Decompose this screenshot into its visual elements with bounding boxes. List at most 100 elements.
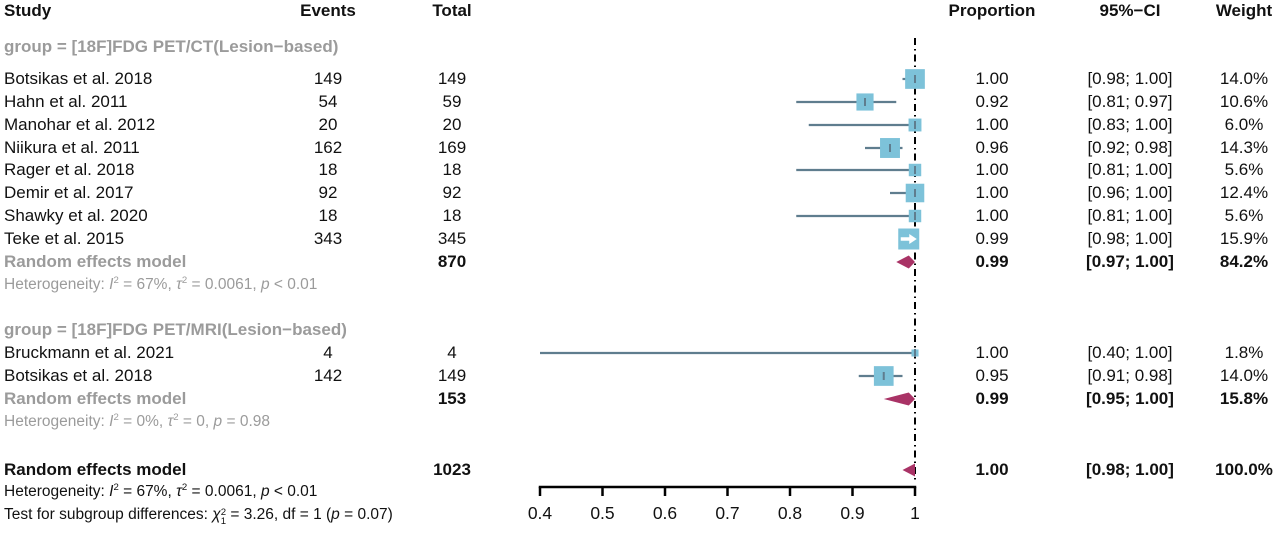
proportion-value: 0.99 (975, 389, 1009, 408)
total-value: 149 (437, 366, 467, 385)
heterogeneity-row: Heterogeneity: I2 = 67%, τ2 = 0.0061, p … (0, 274, 1280, 296)
weight-value: 5.6% (1224, 160, 1264, 179)
ci-value: [0.97; 1.00] (1086, 252, 1174, 271)
subgroup-summary-row: Random effects model 870 0.99 [0.97; 1.00] 8… (0, 251, 1280, 273)
total-value: 92 (442, 183, 462, 202)
total-value: 18 (442, 160, 462, 179)
weight-value: 1.8% (1224, 343, 1264, 362)
total-value: 169 (437, 138, 467, 157)
subgroup-header-row: group = [18F]FDG PET/MRI(Lesion−based) (0, 319, 1280, 341)
proportion-value: 1.00 (975, 343, 1009, 362)
study-row: Niikura et al. 2011 162 169 0.96 [0.92; 0.98… (0, 137, 1280, 159)
subgroup-label: group = [18F]FDG PET/CT(Lesion−based) (4, 37, 339, 56)
study-row: Bruckmann et al. 2021 4 4 1.00 [0.40; 1.00] 1… (0, 342, 1280, 364)
proportion-value: 1.00 (975, 183, 1009, 202)
proportion-value: 0.95 (975, 366, 1009, 385)
total-value: 870 (437, 252, 467, 271)
study-name: Bruckmann et al. 2021 (4, 343, 175, 362)
proportion-value: 1.00 (975, 115, 1009, 134)
column-header-study: Study (4, 1, 52, 20)
summary-label: Random effects model (4, 460, 187, 479)
column-header-total: Total (432, 1, 472, 20)
events-value: 149 (313, 69, 343, 88)
ci-value: [0.95; 1.00] (1086, 389, 1174, 408)
study-name: Rager et al. 2018 (4, 160, 135, 179)
total-value: 20 (442, 115, 462, 134)
proportion-value: 0.96 (975, 138, 1009, 157)
column-header-weight: Weight (1215, 1, 1273, 20)
overall-heterogeneity-row: Heterogeneity: I2 = 67%, τ2 = 0.0061, p … (0, 481, 1280, 503)
proportion-value: 0.92 (975, 92, 1009, 111)
total-value: 345 (437, 229, 467, 248)
subgroup-summary-row: Random effects model 153 0.99 [0.95; 1.00] 1… (0, 388, 1280, 410)
column-header-row: Study Events Total Proportion 95%−CI Wei… (0, 0, 1280, 22)
study-row: Rager et al. 2018 18 18 1.00 [0.81; 1.00] 5.6… (0, 159, 1280, 181)
ci-value: [0.81; 0.97] (1087, 92, 1173, 111)
ci-value: [0.91; 0.98] (1087, 366, 1173, 385)
proportion-value: 1.00 (975, 460, 1009, 479)
heterogeneity-text: Heterogeneity: I2 = 67%, τ2 = 0.0061, p … (4, 274, 318, 293)
total-value: 1023 (433, 460, 471, 479)
total-value: 149 (437, 69, 467, 88)
ci-value: [0.40; 1.00] (1087, 343, 1173, 362)
proportion-value: 1.00 (975, 160, 1009, 179)
weight-value: 14.0% (1219, 69, 1269, 88)
ci-value: [0.98; 1.00] (1086, 460, 1174, 479)
proportion-value: 1.00 (975, 206, 1009, 225)
summary-label: Random effects model (4, 389, 187, 408)
study-name: Demir et al. 2017 (4, 183, 134, 202)
study-name: Shawky et al. 2020 (4, 206, 148, 225)
events-value: 18 (318, 206, 338, 225)
subgroup-header-row: group = [18F]FDG PET/CT(Lesion−based) (0, 36, 1280, 58)
weight-value: 100.0% (1215, 460, 1273, 479)
study-row: Demir et al. 2017 92 92 1.00 [0.96; 1.00] 12.… (0, 182, 1280, 204)
proportion-value: 1.00 (975, 69, 1009, 88)
weight-value: 14.3% (1219, 138, 1269, 157)
study-row: Shawky et al. 2020 18 18 1.00 [0.81; 1.00] 5.… (0, 205, 1280, 227)
subgroup-label: group = [18F]FDG PET/MRI(Lesion−based) (4, 320, 347, 339)
weight-value: 84.2% (1219, 252, 1269, 271)
study-name: Botsikas et al. 2018 (4, 69, 153, 88)
study-name: Botsikas et al. 2018 (4, 366, 153, 385)
events-value: 54 (318, 92, 338, 111)
ci-value: [0.98; 1.00] (1087, 229, 1173, 248)
summary-label: Random effects model (4, 252, 187, 271)
ci-value: [0.81; 1.00] (1087, 160, 1173, 179)
weight-value: 12.4% (1219, 183, 1269, 202)
study-row: Manohar et al. 2012 20 20 1.00 [0.83; 1.00] 6… (0, 114, 1280, 136)
events-value: 162 (313, 138, 343, 157)
total-value: 18 (442, 206, 462, 225)
heterogeneity-text: Heterogeneity: I2 = 0%, τ2 = 0, p = 0.98 (4, 411, 270, 430)
total-value: 4 (447, 343, 457, 362)
events-value: 343 (313, 229, 343, 248)
ci-value: [0.96; 1.00] (1087, 183, 1173, 202)
events-value: 92 (318, 183, 338, 202)
heterogeneity-text: Heterogeneity: I2 = 67%, τ2 = 0.0061, p … (4, 481, 318, 500)
events-value: 20 (318, 115, 338, 134)
study-row: Teke et al. 2015 343 345 0.99 [0.98; 1.00] 15… (0, 228, 1280, 250)
study-name: Manohar et al. 2012 (4, 115, 156, 134)
study-name: Niikura et al. 2011 (4, 138, 140, 157)
ci-value: [0.81; 1.00] (1087, 206, 1173, 225)
total-value: 59 (442, 92, 462, 111)
proportion-value: 0.99 (975, 252, 1009, 271)
weight-value: 15.9% (1219, 229, 1269, 248)
weight-value: 5.6% (1224, 206, 1264, 225)
weight-value: 15.8% (1219, 389, 1269, 408)
total-value: 153 (437, 389, 467, 408)
weight-value: 14.0% (1219, 366, 1269, 385)
study-name: Teke et al. 2015 (4, 229, 125, 248)
events-value: 4 (323, 343, 333, 362)
events-value: 142 (313, 366, 343, 385)
weight-value: 10.6% (1219, 92, 1269, 111)
column-header-ci: 95%−CI (1099, 1, 1161, 20)
ci-value: [0.98; 1.00] (1087, 69, 1173, 88)
ci-value: [0.92; 0.98] (1087, 138, 1173, 157)
column-header-proportion: Proportion (948, 1, 1036, 20)
study-name: Hahn et al. 2011 (4, 92, 128, 111)
overall-summary-row: Random effects model 1023 1.00 [0.98; 1.00]… (0, 459, 1280, 481)
